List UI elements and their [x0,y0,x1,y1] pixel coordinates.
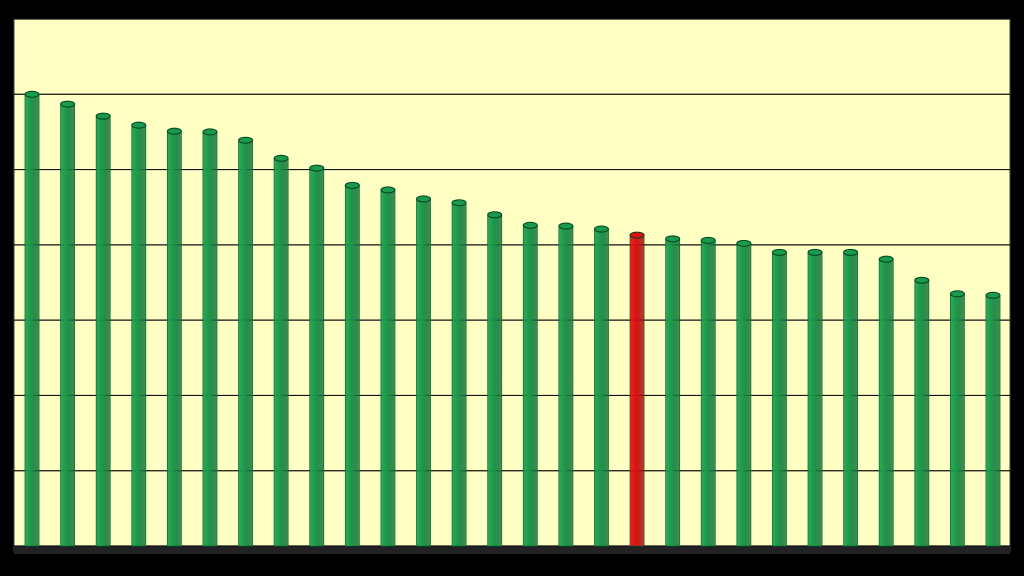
bar-shade [950,293,965,546]
bar-top [700,236,716,244]
bar-shade [665,238,680,546]
bar-shade [60,104,75,546]
bar [700,236,716,547]
bar-shade [167,131,182,546]
bar [771,248,787,547]
bar-shade [416,198,431,546]
bar-top [522,221,538,229]
bar-top [131,121,147,129]
bar-shade [630,235,645,546]
bar-top [451,199,467,207]
bar [558,222,574,547]
bar-top [309,164,325,172]
bar [95,112,111,547]
bar-shade [808,252,823,546]
bar [238,136,254,547]
bar-top [558,222,574,230]
bar-top [238,136,254,144]
bar [914,276,930,547]
bar-shade [914,280,929,546]
bar-shade [772,252,787,546]
bar-top [736,239,752,247]
bar [60,100,76,547]
bar [736,239,752,547]
bar-shade [594,229,609,546]
bar-shade [487,214,502,546]
bar [843,248,859,547]
bar-top [24,90,40,98]
bar-top [344,181,360,189]
bar-shade [345,185,360,547]
bar-shade [202,131,217,546]
bar [593,225,609,547]
bar [416,195,432,547]
bar-top [629,231,645,239]
bar-top [166,127,182,135]
bar [380,186,396,547]
bar-top [878,255,894,263]
bar [309,164,325,547]
bar-shade [843,252,858,546]
floor [14,546,1010,554]
bar [665,235,681,547]
bar [985,291,1001,547]
bar [522,221,538,547]
bar-top [843,248,859,256]
bar [273,154,289,547]
bar [344,181,360,547]
bar-top [380,186,396,194]
bar-top [593,225,609,233]
bar-top [665,235,681,243]
bar [949,290,965,547]
bar-shade [131,125,146,546]
bar-top [914,276,930,284]
bar-top [807,248,823,256]
bar-top [60,100,76,108]
bar [878,255,894,547]
bar-top [985,291,1001,299]
bar-shade [558,226,573,547]
bar-shade [452,202,467,546]
bar [487,211,503,547]
bar-top [95,112,111,120]
bar-shade [309,168,324,546]
bar-top [202,128,218,136]
bar [629,231,645,547]
bar-top [416,195,432,203]
bar [807,248,823,547]
bar-shade [701,240,716,546]
bar-shade [986,295,1000,546]
bar-shade [879,259,894,546]
bar [451,199,467,547]
bar-top [771,248,787,256]
bar-shade [274,158,289,546]
bar-shade [238,140,253,546]
bar-shade [380,189,395,547]
bar [166,127,182,547]
bar-shade [736,243,751,546]
bar [24,90,40,547]
bar-shade [25,94,39,547]
bar-top [273,154,289,162]
bar-shade [523,225,538,547]
bar-shade [96,116,111,547]
bar [131,121,147,547]
bar-top [949,290,965,298]
bar [202,128,218,547]
bar-top [487,211,503,219]
